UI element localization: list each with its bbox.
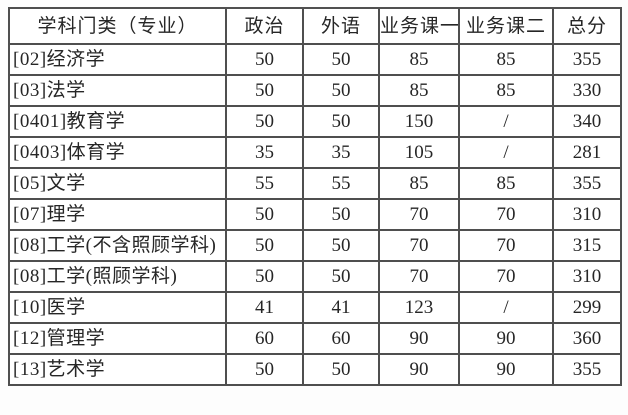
score-cell: 50 <box>225 229 304 262</box>
score-cell: 70 <box>458 260 554 293</box>
category-cell: [13]艺术学 <box>8 353 227 386</box>
score-cell: / <box>458 291 554 324</box>
column-header-category: 学科门类（专业） <box>8 7 227 45</box>
score-cell: 50 <box>302 353 380 386</box>
score-cell: 50 <box>302 260 380 293</box>
score-cell: 50 <box>225 105 304 138</box>
score-cell: 35 <box>225 136 304 169</box>
score-cell: 35 <box>302 136 380 169</box>
score-cell: 85 <box>378 74 460 107</box>
table-row: [0401]教育学 50 50 150 / 340 <box>8 105 622 138</box>
score-cell: / <box>458 105 554 138</box>
score-cell: 70 <box>378 229 460 262</box>
category-cell: [05]文学 <box>8 167 227 200</box>
table-row: [03]法学 50 50 85 85 330 <box>8 74 622 107</box>
score-cell: 50 <box>225 74 304 107</box>
table-row: [07]理学 50 50 70 70 310 <box>8 198 622 231</box>
score-cell: 150 <box>378 105 460 138</box>
header-row: 学科门类（专业） 政治 外语 业务课一 业务课二 总分 <box>8 7 622 45</box>
score-cell: 90 <box>458 322 554 355</box>
score-cell: 85 <box>458 74 554 107</box>
score-cell: 50 <box>225 43 304 76</box>
category-cell: [0401]教育学 <box>8 105 227 138</box>
score-cell: 50 <box>302 74 380 107</box>
score-cell: 55 <box>225 167 304 200</box>
total-score-cell: 299 <box>552 291 622 324</box>
table-row: [08]工学(照顾学科) 50 50 70 70 310 <box>8 260 622 293</box>
score-cell: 55 <box>302 167 380 200</box>
category-cell: [0403]体育学 <box>8 136 227 169</box>
score-cell: 70 <box>378 260 460 293</box>
score-cell: 90 <box>378 353 460 386</box>
score-cell: 41 <box>225 291 304 324</box>
score-cell: 85 <box>458 43 554 76</box>
score-cell: 50 <box>302 229 380 262</box>
score-cell: 70 <box>458 198 554 231</box>
score-cell: 50 <box>302 43 380 76</box>
score-cell: 85 <box>378 167 460 200</box>
score-cell: 50 <box>225 198 304 231</box>
score-cell: 123 <box>378 291 460 324</box>
table-row: [08]工学(不含照顾学科) 50 50 70 70 315 <box>8 229 622 262</box>
table-row: [13]艺术学 50 50 90 90 355 <box>8 353 622 386</box>
score-cell: 41 <box>302 291 380 324</box>
category-cell: [12]管理学 <box>8 322 227 355</box>
total-score-cell: 310 <box>552 198 622 231</box>
total-score-cell: 355 <box>552 353 622 386</box>
table-row: [12]管理学 60 60 90 90 360 <box>8 322 622 355</box>
category-cell: [08]工学(不含照顾学科) <box>8 229 227 262</box>
score-cell: 60 <box>302 322 380 355</box>
score-cell: 90 <box>458 353 554 386</box>
total-score-cell: 310 <box>552 260 622 293</box>
score-cell: / <box>458 136 554 169</box>
score-cell: 70 <box>458 229 554 262</box>
total-score-cell: 355 <box>552 43 622 76</box>
score-cell: 90 <box>378 322 460 355</box>
column-header-foreign-lang: 外语 <box>302 7 380 45</box>
category-cell: [07]理学 <box>8 198 227 231</box>
category-cell: [08]工学(照顾学科) <box>8 260 227 293</box>
score-cell: 50 <box>225 353 304 386</box>
score-cell: 105 <box>378 136 460 169</box>
table-row: [10]医学 41 41 123 / 299 <box>8 291 622 324</box>
column-header-course-one: 业务课一 <box>378 7 460 45</box>
column-header-politics: 政治 <box>225 7 304 45</box>
category-cell: [10]医学 <box>8 291 227 324</box>
score-cell: 70 <box>378 198 460 231</box>
category-cell: [03]法学 <box>8 74 227 107</box>
score-cell: 50 <box>225 260 304 293</box>
total-score-cell: 315 <box>552 229 622 262</box>
table-row: [05]文学 55 55 85 85 355 <box>8 167 622 200</box>
score-cell: 85 <box>378 43 460 76</box>
score-cell: 50 <box>302 198 380 231</box>
score-table: 学科门类（专业） 政治 外语 业务课一 业务课二 总分 [02]经济学 50 5… <box>8 7 622 386</box>
column-header-total: 总分 <box>552 7 622 45</box>
table-header: 学科门类（专业） 政治 外语 业务课一 业务课二 总分 <box>8 7 622 45</box>
score-cell: 60 <box>225 322 304 355</box>
total-score-cell: 330 <box>552 74 622 107</box>
table-body: [02]经济学 50 50 85 85 355 [03]法学 50 50 85 … <box>8 43 622 386</box>
table-row: [02]经济学 50 50 85 85 355 <box>8 43 622 76</box>
column-header-course-two: 业务课二 <box>458 7 554 45</box>
total-score-cell: 340 <box>552 105 622 138</box>
total-score-cell: 281 <box>552 136 622 169</box>
total-score-cell: 355 <box>552 167 622 200</box>
score-cell: 50 <box>302 105 380 138</box>
total-score-cell: 360 <box>552 322 622 355</box>
score-cell: 85 <box>458 167 554 200</box>
category-cell: [02]经济学 <box>8 43 227 76</box>
table-row: [0403]体育学 35 35 105 / 281 <box>8 136 622 169</box>
